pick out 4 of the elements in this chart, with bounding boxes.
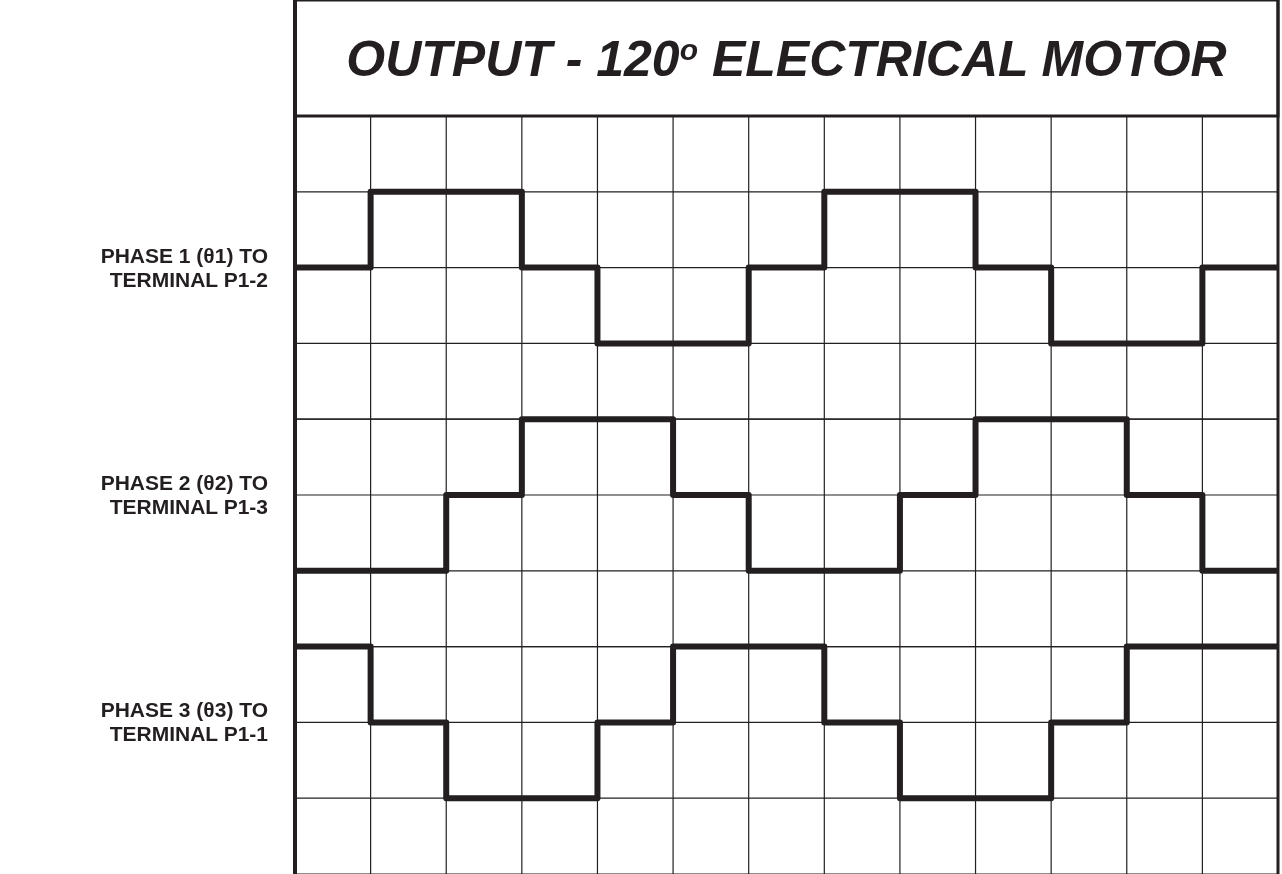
chart-title: OUTPUT - 120$^{o}$ ELECTRICAL MOTOR: [346, 31, 1227, 87]
y-axis-title: PHASE 2 (θ2) TO TERMINAL P1-3: [100, 471, 268, 518]
y-axis-title: PHASE 1 (θ1) TO TERMINAL P1-2: [100, 243, 268, 291]
y-axis-title: PHASE 3 (θ3) TO TERMINAL P1-1: [100, 698, 269, 746]
